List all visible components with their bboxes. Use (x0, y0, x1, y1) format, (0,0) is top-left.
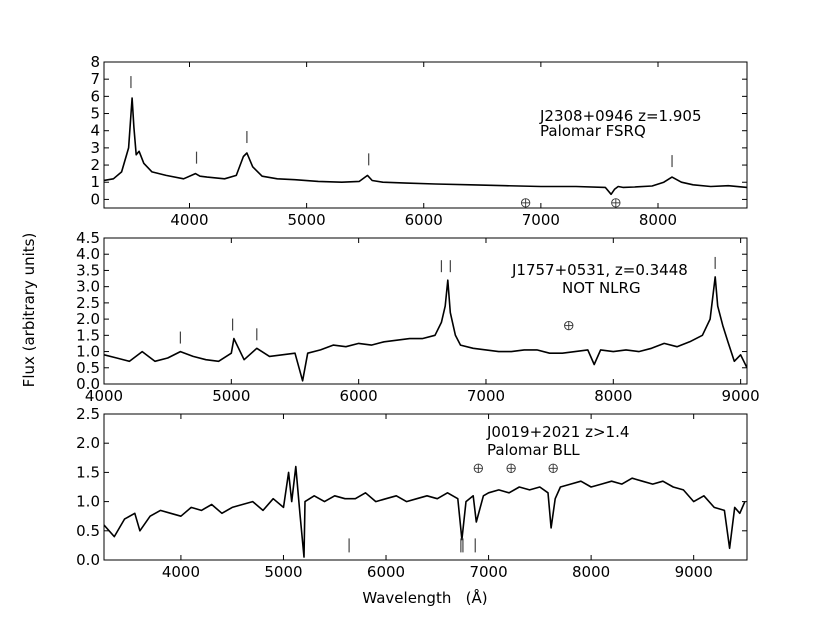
telluric-icon (506, 463, 516, 473)
x-tick-label: 9000 (722, 387, 760, 405)
y-tick-label: 0 (90, 190, 100, 208)
x-axis-label: Wavelength (Å) (362, 588, 487, 607)
telluric-icon (611, 198, 621, 208)
telluric-icon (548, 463, 558, 473)
axes-frame (103, 237, 748, 385)
axes-frame (103, 413, 748, 561)
x-tick-label: 5000 (288, 211, 326, 229)
y-tick-label: 4.5 (76, 229, 100, 247)
x-tick-label: 7000 (522, 211, 560, 229)
panel-annotation: J1757+0531, z=0.3448 (511, 261, 688, 279)
y-tick-label: 0.5 (76, 522, 100, 540)
y-tick-label: 4 (90, 122, 100, 140)
x-tick-label: 4000 (170, 211, 208, 229)
x-tick-label: 9000 (675, 563, 713, 581)
x-tick-label: 8000 (594, 387, 632, 405)
panel-j0019: 4000 5000 6000 7000 8000 9000 0.0 0.5 1.0 1.5 2.0 2… (76, 405, 748, 581)
y-tick-label: 1.0 (76, 493, 100, 511)
x-tick-label: 4000 (162, 563, 200, 581)
y-tick-label: 0.0 (76, 375, 100, 393)
y-tick-label: 2.5 (76, 405, 100, 423)
y-tick-label: 4.0 (76, 245, 100, 263)
y-tick-label: 3.0 (76, 278, 100, 296)
y-tick-label: 1.5 (76, 463, 100, 481)
y-axis-label: Flux (arbitrary units) (20, 233, 38, 388)
y-tick-label: 8 (90, 53, 100, 71)
y-tick-label: 0.5 (76, 359, 100, 377)
y-tick-label: 2.5 (76, 294, 100, 312)
panel-annotation: NOT NLRG (562, 279, 641, 297)
spectrum-line (104, 276, 747, 382)
axes-frame (103, 61, 748, 209)
spectrum-line (104, 97, 747, 196)
x-tick-label: 6000 (405, 211, 443, 229)
y-tick-label: 3 (90, 139, 100, 157)
panel-j1757: 4000 5000 6000 7000 8000 9000 0.00.51.01.52.02… (76, 229, 760, 405)
x-tick-label: 6000 (340, 387, 378, 405)
telluric-icon (473, 463, 483, 473)
y-tick-label: 2 (90, 156, 100, 174)
y-tick-label: 1 (90, 173, 100, 191)
y-tick-label: 5 (90, 105, 100, 123)
y-tick-label: 1.0 (76, 343, 100, 361)
telluric-icon (564, 320, 574, 331)
x-tick-label: 5000 (264, 563, 302, 581)
panel-annotation: J0019+2021 z>1.4 (486, 423, 629, 441)
spectrum-line (104, 465, 746, 558)
y-tick-label: 3.5 (76, 261, 100, 279)
x-tick-label: 4000 (85, 387, 123, 405)
x-tick-label: 7000 (467, 387, 505, 405)
telluric-icon (520, 198, 531, 208)
x-tick-label: 8000 (639, 211, 677, 229)
panel-annotation: Palomar BLL (487, 441, 580, 459)
y-tick-label: 7 (90, 70, 100, 88)
y-tick-label: 0.0 (76, 551, 100, 569)
x-tick-label: 8000 (572, 563, 610, 581)
x-tick-label: 5000 (212, 387, 250, 405)
x-tick-label: 7000 (469, 563, 507, 581)
x-tick-label: 6000 (367, 563, 405, 581)
y-tick-label: 2.0 (76, 310, 100, 328)
panel-annotation: J2308+0946 z=1.905 (539, 107, 702, 125)
y-tick-label: 6 (90, 87, 100, 105)
y-tick-label: 2.0 (76, 434, 100, 452)
y-tick-label: 1.5 (76, 326, 100, 344)
panel-annotation: Palomar FSRQ (540, 122, 646, 140)
